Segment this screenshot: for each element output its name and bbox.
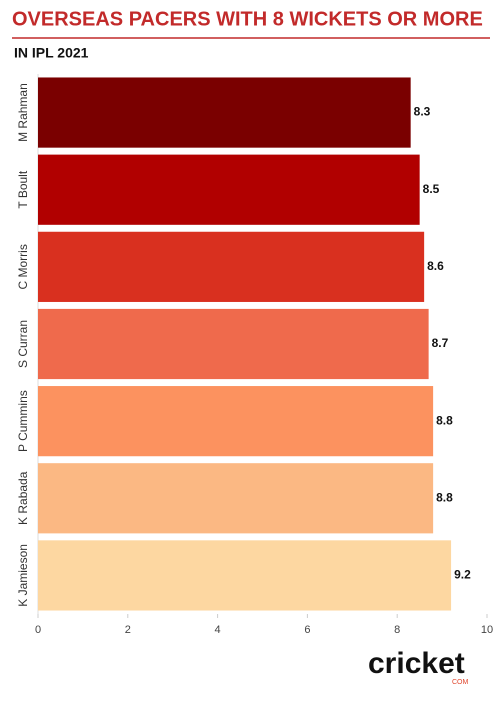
chart-subtitle: IN IPL 2021 xyxy=(14,45,89,61)
x-tick-label: 2 xyxy=(125,624,131,636)
chart-title: OVERSEAS PACERS WITH 8 WICKETS OR MORE xyxy=(12,8,483,30)
x-tick-label: 4 xyxy=(215,624,221,636)
value-label: 8.5 xyxy=(423,182,440,196)
bar xyxy=(38,540,452,611)
x-tick-label: 0 xyxy=(35,624,41,636)
value-label: 8.7 xyxy=(432,336,449,350)
y-tick-label: C Morris xyxy=(16,244,30,289)
y-tick-label: K Jamieson xyxy=(16,544,30,607)
y-tick-label: M Rahman xyxy=(16,83,30,142)
bar xyxy=(38,231,425,302)
bar xyxy=(38,463,434,534)
bar xyxy=(38,77,411,148)
x-tick-label: 10 xyxy=(481,624,493,636)
bar xyxy=(38,308,429,380)
y-tick-label: K Rabada xyxy=(16,471,30,525)
logo-sub: COM xyxy=(452,679,469,686)
value-label: 8.8 xyxy=(436,413,453,427)
value-label: 8.6 xyxy=(427,259,444,273)
bar xyxy=(38,154,420,225)
x-tick-label: 8 xyxy=(394,624,400,636)
value-label: 9.2 xyxy=(454,568,471,582)
y-tick-label: P Cummins xyxy=(16,390,30,452)
x-tick-label: 6 xyxy=(304,624,310,636)
y-tick-label: T Boult xyxy=(16,170,30,208)
y-tick-label: S Curran xyxy=(16,320,30,368)
bar xyxy=(38,386,434,457)
value-label: 8.8 xyxy=(436,490,453,504)
value-label: 8.3 xyxy=(414,105,431,119)
logo-text: cricket xyxy=(368,647,465,680)
